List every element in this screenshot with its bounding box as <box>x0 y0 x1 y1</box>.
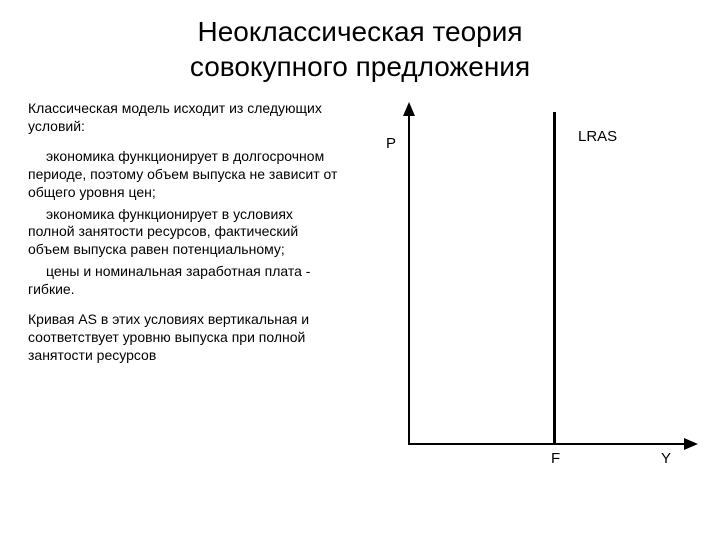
point-label-f: F <box>551 450 560 467</box>
lras-curve <box>553 112 556 445</box>
content-area: Классическая модель исходит из следующих… <box>0 84 720 480</box>
y-axis-arrow-icon <box>403 102 415 116</box>
text-column: Классическая модель исходит из следующих… <box>28 100 338 480</box>
curve-label-lras: LRAS <box>578 128 617 145</box>
slide-title: Неоклассическая теория совокупного предл… <box>0 0 720 84</box>
chart-area: P LRAS F Y <box>338 100 696 480</box>
bullet-3: цены и номинальная заработная плата - ги… <box>28 263 338 299</box>
intro-text: Классическая модель исходит из следующих… <box>28 100 338 136</box>
title-line-1: Неоклассическая теория <box>197 16 522 47</box>
x-axis-arrow-icon <box>684 438 698 450</box>
bullet-2: экономика функционирует в условиях полно… <box>28 206 338 260</box>
axis-label-y: Y <box>661 450 671 467</box>
y-axis-line <box>408 110 410 445</box>
x-axis-line <box>408 443 688 445</box>
outro-text: Кривая AS в этих условиях вертикальная и… <box>28 311 338 365</box>
bullet-1: экономика функционирует в долгосрочном п… <box>28 148 338 202</box>
axis-label-p: P <box>386 135 396 152</box>
title-line-2: совокупного предложения <box>190 51 530 82</box>
